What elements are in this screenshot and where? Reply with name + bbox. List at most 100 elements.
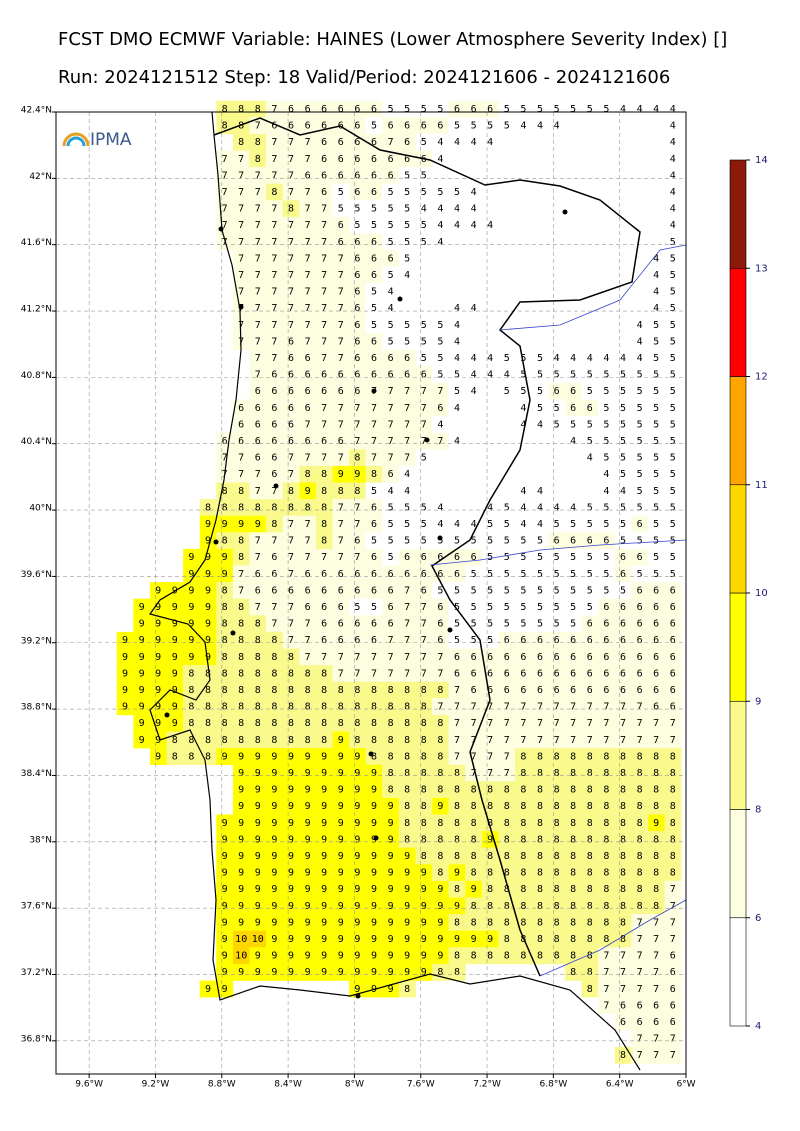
cell-shade: [315, 515, 333, 533]
cell-value: 5: [504, 386, 510, 397]
cell-shade: [266, 897, 283, 915]
cell-value: 8: [487, 801, 493, 812]
cell-value: 7: [471, 751, 477, 762]
cell-shade: [448, 880, 466, 898]
cell-value: 8: [653, 768, 659, 779]
cell-value: 8: [520, 851, 526, 862]
cell-shade: [199, 631, 217, 649]
cell-value: 8: [537, 934, 543, 945]
cell-shade: [398, 548, 416, 566]
cell-shade: [232, 914, 250, 931]
cell-shade: [664, 847, 682, 865]
cell-shade: [299, 150, 317, 168]
cell-shade: [398, 648, 416, 666]
cell-value: 6: [305, 436, 311, 447]
cell-value: 5: [603, 436, 609, 447]
cell-value: 7: [238, 253, 244, 264]
cell-shade: [249, 449, 267, 467]
cell-value: 8: [637, 768, 643, 779]
cell-value: 8: [454, 834, 460, 845]
cell-value: 5: [637, 502, 643, 513]
cell-value: 5: [537, 585, 543, 596]
cell-shade: [498, 615, 516, 633]
cell-value: 9: [155, 602, 161, 613]
cell-value: 7: [620, 984, 626, 995]
cell-shade: [415, 847, 433, 865]
cell-shade: [647, 100, 665, 118]
cell-value: 7: [271, 270, 277, 281]
cell-value: 9: [222, 884, 228, 895]
cell-shade: [465, 648, 483, 666]
cell-value: 8: [537, 801, 543, 812]
cell-shade: [647, 997, 665, 1014]
cell-value: 5: [487, 619, 493, 630]
cell-shade: [216, 631, 234, 649]
cell-shade: [598, 963, 615, 981]
cell-shade: [249, 731, 267, 749]
cell-value: 8: [570, 917, 576, 928]
cell-value: 9: [404, 884, 410, 895]
cell-shade: [365, 963, 383, 981]
cell-shade: [149, 748, 167, 765]
cell-value: 6: [670, 652, 676, 663]
cell-value: 4: [554, 121, 560, 132]
cell-value: 6: [371, 353, 377, 364]
cell-shade: [631, 582, 649, 599]
cell-shade: [598, 764, 615, 782]
cells: 8 8 8 7 6 6 6 6 6 6 5 5 5 5 6 6 6 5 5 5 5 5 5 5 4 4 4 48 8 7 6 6 6 6 6 6 5 6 6…: [116, 100, 682, 1064]
cell-value: 6: [653, 652, 659, 663]
cell-shade: [199, 565, 217, 583]
cell-shade: [349, 665, 366, 682]
cell-shade: [415, 698, 433, 716]
cell-value: 9: [288, 934, 294, 945]
cell-value: 5: [421, 519, 427, 530]
city: [273, 483, 279, 489]
cell-value: 4: [620, 104, 626, 115]
cell-shade: [548, 681, 566, 699]
y-tick-label: 36.8°N: [21, 1034, 52, 1044]
cell-value: 7: [271, 336, 277, 347]
cell-shade: [631, 698, 649, 716]
cell-value: 9: [371, 851, 377, 862]
cell-value: 9: [255, 834, 261, 845]
cell-shade: [249, 764, 267, 782]
cell-shade: [282, 250, 300, 267]
cell-shade: [598, 482, 615, 500]
cell-value: 7: [338, 270, 344, 281]
cell-value: 8: [188, 668, 194, 679]
cell-value: 7: [338, 552, 344, 563]
cell-value: 9: [155, 585, 161, 596]
cell-value: 6: [637, 585, 643, 596]
cell-value: 5: [421, 353, 427, 364]
cell-value: 8: [437, 751, 443, 762]
cell-shade: [365, 781, 383, 799]
cell-shade: [432, 565, 449, 583]
cell-value: 7: [504, 768, 510, 779]
cell-shade: [382, 648, 400, 666]
cell-value: 8: [371, 718, 377, 729]
cell-shade: [282, 233, 300, 251]
cell-shade: [398, 382, 416, 400]
cell-shade: [249, 266, 267, 284]
cell-value: 4: [637, 320, 643, 331]
cell-shade: [448, 930, 466, 948]
cell-value: 6: [388, 569, 394, 580]
cell-value: 8: [487, 851, 493, 862]
cell-shade: [515, 565, 532, 583]
cell-shade: [598, 914, 615, 931]
cell-shade: [365, 366, 383, 384]
cell-shade: [349, 698, 366, 716]
cell-value: 7: [437, 386, 443, 397]
cell-shade: [232, 947, 250, 965]
cell-value: 5: [404, 502, 410, 513]
cell-value: 5: [653, 552, 659, 563]
cell-shade: [116, 698, 134, 716]
cell-shade: [631, 432, 649, 450]
cell-shade: [531, 781, 549, 799]
cell-shade: [531, 698, 549, 716]
cell-value: 7: [487, 735, 493, 746]
cell-shade: [631, 449, 649, 467]
cell-shade: [465, 880, 483, 898]
cell-value: 9: [155, 702, 161, 713]
cell-shade: [564, 515, 582, 533]
